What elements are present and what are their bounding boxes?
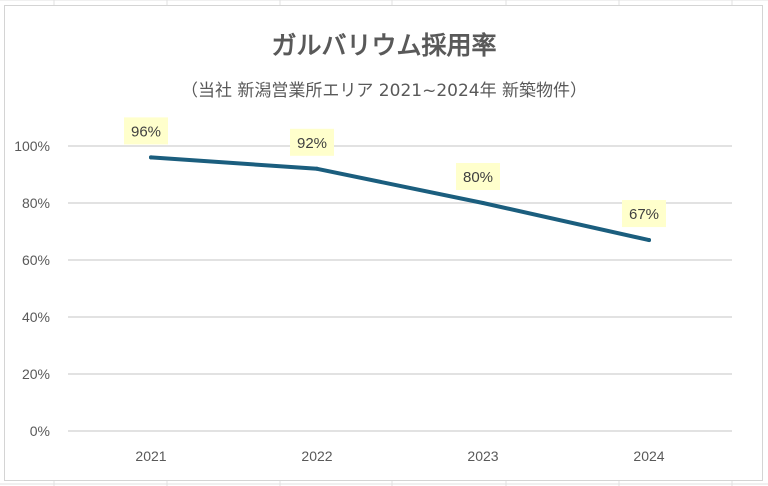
series-line <box>149 155 651 243</box>
data-label-bg <box>622 200 666 228</box>
y-tick-label: 0% <box>30 423 50 439</box>
chart-title: ガルバリウム採用率 <box>271 31 497 60</box>
y-tick-label: 80% <box>22 195 50 211</box>
data-label-bg <box>456 163 500 190</box>
y-tick-label: 20% <box>22 366 50 382</box>
chart-subtitle: （当社 新潟営業所エリア 2021~2024年 新築物件） <box>181 81 587 101</box>
y-tick-label: 40% <box>22 309 50 325</box>
y-tick-label: 100% <box>14 138 50 154</box>
data-label-bg <box>124 117 168 145</box>
data-label-bg <box>290 128 334 156</box>
data-label: 96% <box>131 123 161 140</box>
data-label: 80% <box>463 169 493 186</box>
data-point <box>481 201 485 205</box>
data-label: 92% <box>297 135 327 152</box>
x-tick-label: 2021 <box>135 448 166 464</box>
x-tick-label: 2022 <box>301 448 332 464</box>
data-point <box>315 166 319 171</box>
data-label: 67% <box>629 206 659 223</box>
x-tick-label: 2024 <box>633 448 664 464</box>
data-point <box>149 155 153 160</box>
x-tick-label: 2023 <box>467 448 498 464</box>
y-tick-label: 60% <box>22 252 50 268</box>
chart-area[interactable] <box>4 5 763 481</box>
data-point <box>647 238 651 243</box>
